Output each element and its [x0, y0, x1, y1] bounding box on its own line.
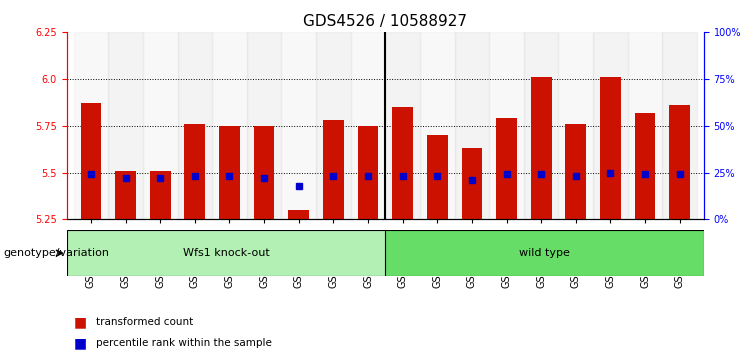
Bar	[385, 32, 420, 219]
Bar	[178, 32, 212, 219]
Text: wild type: wild type	[519, 248, 570, 258]
FancyBboxPatch shape	[385, 230, 704, 276]
Bar	[489, 32, 524, 219]
Bar	[115, 171, 136, 219]
Text: transformed count: transformed count	[96, 317, 193, 327]
Bar	[628, 32, 662, 219]
Bar	[219, 126, 240, 219]
Bar	[593, 32, 628, 219]
Bar	[662, 32, 697, 219]
Bar	[392, 107, 413, 219]
Bar	[524, 32, 559, 219]
Text: Wfs1 knock-out: Wfs1 knock-out	[182, 248, 270, 258]
Bar	[316, 32, 350, 219]
FancyBboxPatch shape	[67, 230, 385, 276]
Bar	[669, 105, 690, 219]
Bar	[358, 126, 379, 219]
Bar	[288, 210, 309, 219]
Bar	[496, 118, 517, 219]
Bar	[212, 32, 247, 219]
Bar	[565, 124, 586, 219]
Bar	[73, 32, 108, 219]
Bar	[462, 148, 482, 219]
Bar	[531, 77, 551, 219]
Bar	[247, 32, 282, 219]
Bar	[282, 32, 316, 219]
Bar	[420, 32, 454, 219]
Text: genotype/variation: genotype/variation	[4, 248, 110, 258]
Bar	[185, 124, 205, 219]
Text: ■: ■	[74, 315, 87, 329]
Bar	[108, 32, 143, 219]
Bar	[559, 32, 593, 219]
Bar	[635, 113, 656, 219]
Text: GDS4526 / 10588927: GDS4526 / 10588927	[303, 14, 468, 29]
Text: percentile rank within the sample: percentile rank within the sample	[96, 338, 272, 348]
Text: ■: ■	[74, 336, 87, 350]
Bar	[350, 32, 385, 219]
Bar	[253, 126, 274, 219]
Bar	[143, 32, 178, 219]
Bar	[600, 77, 621, 219]
Bar	[81, 103, 102, 219]
Bar	[150, 171, 170, 219]
Bar	[427, 135, 448, 219]
Bar	[454, 32, 489, 219]
Bar	[323, 120, 344, 219]
